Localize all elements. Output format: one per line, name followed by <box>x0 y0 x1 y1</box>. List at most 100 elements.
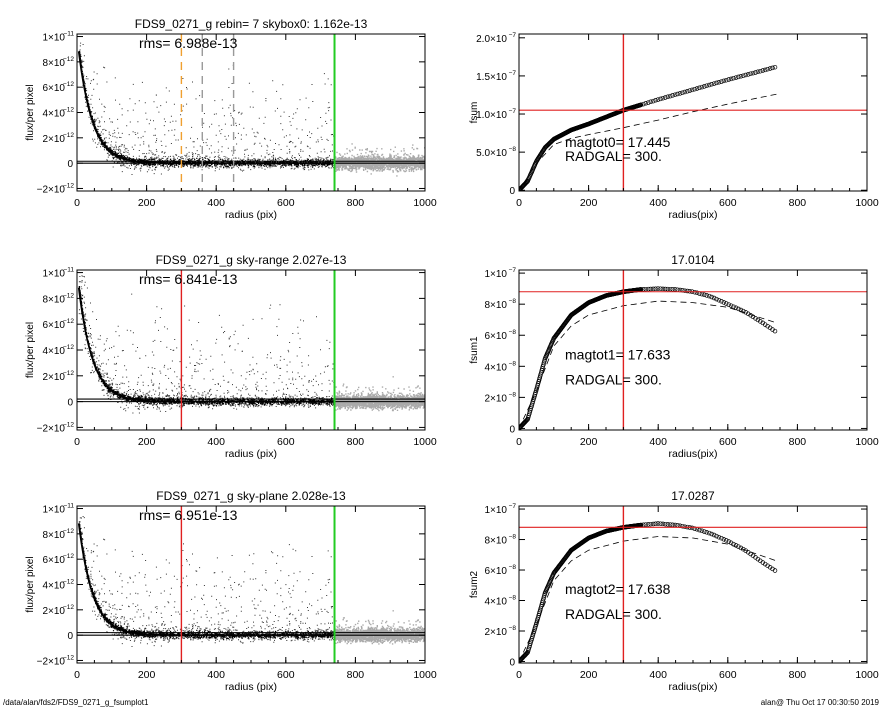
fsum-marker <box>682 524 688 529</box>
fsum-marker <box>719 535 724 541</box>
fsum-marker <box>667 93 673 99</box>
y-tick-label: 1×10 <box>484 505 507 516</box>
y-tick-exponent: −11 <box>63 503 74 510</box>
fsum-marker <box>704 83 709 88</box>
fsum-marker <box>772 64 778 70</box>
fsum-marker <box>753 70 758 75</box>
x-tick-label: 800 <box>789 669 807 681</box>
fsum-marker <box>655 521 661 526</box>
fsum-marker <box>741 73 746 78</box>
y-tick-label: 4×10 <box>42 109 65 120</box>
fsum-marker <box>738 307 744 313</box>
x-axis-label: radius (pix) <box>225 681 277 693</box>
fsum-marker <box>741 308 746 314</box>
fsum-marker <box>714 296 719 302</box>
x-axis-label: radius(pix) <box>668 448 717 460</box>
fsum-markers <box>519 286 778 430</box>
y-tick-exponent: −8 <box>509 625 517 632</box>
x-axis-label: radius (pix) <box>225 448 277 460</box>
fsum-marker <box>736 544 741 549</box>
y-tick-label: 4×10 <box>42 581 65 592</box>
x-tick-label: 1000 <box>855 197 879 209</box>
x-tick-label: 1000 <box>855 436 879 448</box>
fsum-marker <box>653 98 658 103</box>
y-tick-exponent: −7 <box>509 267 517 274</box>
y-tick-label: 0 <box>509 657 515 668</box>
chart-annotation: rms= 6.988e-13 <box>139 35 238 51</box>
x-tick-label: 0 <box>74 436 80 448</box>
chart-title: 17.0104 <box>671 253 715 267</box>
fsum-marker <box>646 522 651 527</box>
y-tick-exponent: −7 <box>509 32 517 39</box>
y-axis-label: flux/per pixel <box>25 84 36 140</box>
y-tick-label: 8×10 <box>42 530 65 541</box>
x-tick-label: 0 <box>516 197 522 209</box>
fsum-marker <box>770 65 775 71</box>
y-tick-exponent: −12 <box>63 107 74 114</box>
fsum-marker <box>641 101 646 107</box>
plot-frame <box>518 33 868 192</box>
x-tick-label: 800 <box>347 669 365 681</box>
fsum-marker <box>655 97 661 102</box>
fsum-marker <box>711 81 717 86</box>
fsum-marker <box>755 317 761 323</box>
x-tick-label: 600 <box>719 669 737 681</box>
fsum-marker <box>721 537 727 542</box>
chart-annotation: magtot1= 17.633 <box>565 347 671 363</box>
fsum-marker <box>733 75 739 80</box>
x-tick-label: 400 <box>207 197 225 209</box>
fsum-marker <box>738 74 744 79</box>
dashed-curve <box>519 93 777 191</box>
fsum-marker <box>702 292 707 298</box>
fsum-marker <box>675 91 680 97</box>
fsum-marker <box>745 72 751 77</box>
fsum-marker <box>772 568 778 573</box>
y-tick-label: 5.0×10 <box>476 148 507 159</box>
fsum-marker <box>653 286 658 292</box>
x-tick-label: 0 <box>74 197 80 209</box>
y-tick-label: −2×10 <box>37 656 66 667</box>
y-tick-exponent: −8 <box>509 534 517 541</box>
x-tick-label: 400 <box>207 669 225 681</box>
fsum-marker <box>733 543 739 548</box>
fsum-marker <box>772 328 778 334</box>
fsum-marker <box>748 71 753 76</box>
fsum-marker <box>524 650 530 656</box>
y-tick-exponent: −12 <box>63 579 74 586</box>
y-tick-label: 0 <box>67 631 73 642</box>
dashed-curve <box>519 536 777 662</box>
fsum-marker <box>741 546 746 552</box>
fsum-marker <box>697 85 702 91</box>
chart-panel-4: 0 200 400 600 800 1000−2×10−1202×10−124×10−12… <box>25 489 437 693</box>
fsum-marker <box>677 91 683 96</box>
y-tick-label: 2×10 <box>484 627 507 638</box>
plot-area <box>77 270 425 430</box>
y-tick-label: 1×10 <box>42 269 65 280</box>
fsum-marker <box>753 316 758 321</box>
fsum-marker <box>728 303 734 308</box>
y-tick-exponent: −7 <box>509 503 517 510</box>
fsum-marker <box>745 311 751 317</box>
fsum-marker <box>748 313 753 318</box>
chart-annotation: RADGAL= 300. <box>565 372 662 388</box>
fsum-marker <box>680 523 685 529</box>
y-tick-label: 2×10 <box>42 372 65 383</box>
fsum-marker <box>665 522 671 527</box>
fsum-marker <box>702 84 707 89</box>
chart-annotation: RADGAL= 300. <box>565 606 662 622</box>
fsum-marker <box>762 67 768 73</box>
y-axis-label: fsum1 <box>469 336 480 364</box>
fsum-marker <box>733 305 739 311</box>
fsum-marker <box>728 540 734 546</box>
y-tick-label: 2×10 <box>484 393 507 404</box>
fsum-marker <box>663 286 668 292</box>
fsum-marker <box>682 89 688 95</box>
y-tick-label: 0 <box>67 398 73 409</box>
fsum-marker <box>648 286 653 292</box>
fsum-marker <box>663 521 668 527</box>
fsum-marker <box>758 68 763 74</box>
fsum-marker <box>685 89 690 94</box>
fsum-marker <box>646 286 651 292</box>
